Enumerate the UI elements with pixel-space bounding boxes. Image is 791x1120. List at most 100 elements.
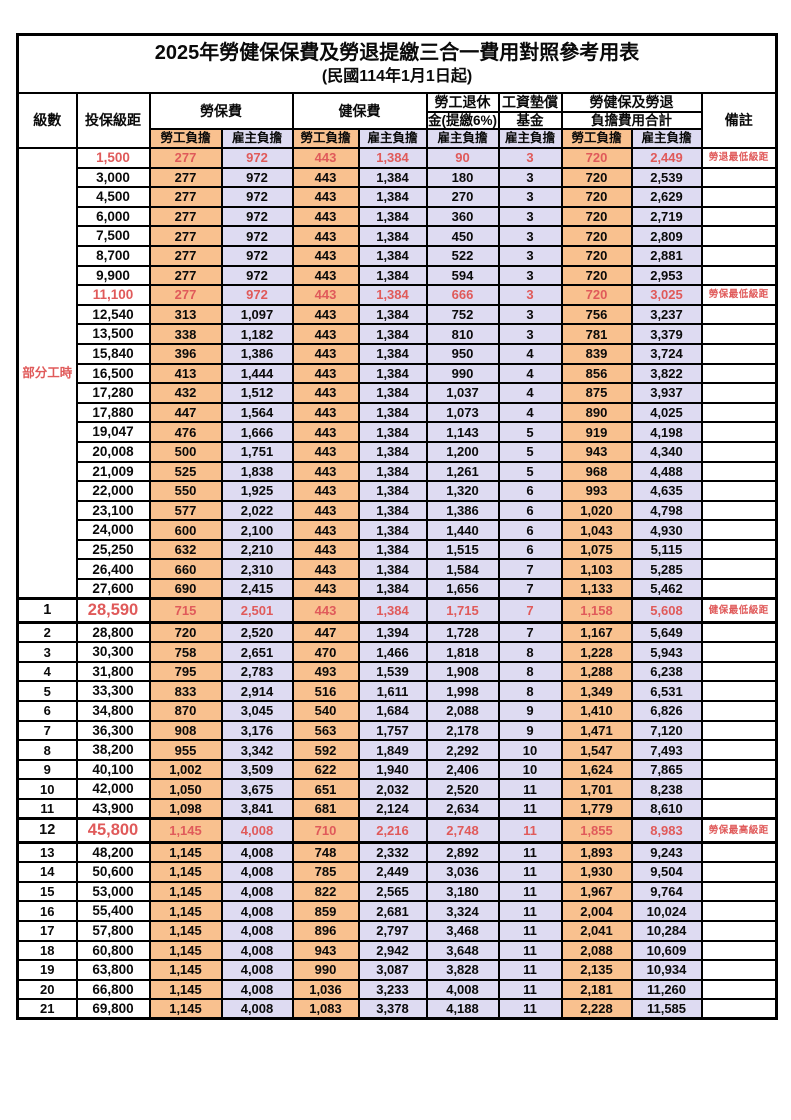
cell-total-employee: 1,167 bbox=[560, 621, 633, 644]
cell-bracket: 27,600 bbox=[75, 578, 151, 600]
cell-labor-insurance-employer: 4,008 bbox=[220, 900, 294, 922]
table-row: 6,000 277 972 443 1,384 360 3 720 2,719 bbox=[18, 205, 778, 228]
cell-wage-fund-employer: 7 bbox=[497, 597, 563, 625]
table-row: 23,100 577 2,022 443 1,384 1,386 6 1,020 4,798 bbox=[18, 499, 778, 522]
cell-level: 3 bbox=[16, 641, 78, 663]
cell-total-employer: 3,724 bbox=[630, 342, 703, 365]
cell-health-insurance-employer: 1,384 bbox=[357, 284, 428, 306]
table-row: 11,100 277 972 443 1,384 666 3 720 3,025 勞保最低級距 bbox=[18, 284, 778, 306]
cell-pension-employer: 1,386 bbox=[425, 499, 500, 522]
cell-health-insurance-employer: 1,684 bbox=[357, 700, 428, 722]
cell-level: 17 bbox=[16, 919, 78, 942]
cell-labor-insurance-employee: 1,145 bbox=[148, 998, 223, 1020]
cell-remarks bbox=[700, 382, 778, 404]
cell-wage-fund-employer: 6 bbox=[497, 499, 563, 522]
cell-remarks bbox=[700, 998, 778, 1020]
table-body: 部分工時 1,500 277 972 443 1,384 90 3 720 2,449 勞退最低級距… bbox=[16, 147, 778, 1020]
cell-remarks bbox=[700, 460, 778, 483]
cell-remarks bbox=[700, 558, 778, 581]
cell-labor-insurance-employee: 870 bbox=[148, 700, 223, 722]
cell-wage-fund-employer: 3 bbox=[497, 264, 563, 287]
cell-total-employer: 11,260 bbox=[630, 978, 703, 1001]
table-row: 16,500 413 1,444 443 1,384 990 4 856 3,822 bbox=[18, 362, 778, 385]
cell-pension-employer: 3,324 bbox=[425, 900, 500, 922]
table-row: 部分工時 1,500 277 972 443 1,384 90 3 720 2,449 勞退最低級距 bbox=[16, 147, 778, 600]
cell-pension-employer: 1,728 bbox=[425, 621, 500, 644]
cell-labor-insurance-employer: 2,310 bbox=[220, 558, 294, 581]
cell-total-employee: 968 bbox=[560, 460, 633, 483]
cell-pension-employer: 1,715 bbox=[425, 597, 500, 625]
cell-total-employer: 5,115 bbox=[630, 538, 703, 561]
cell-labor-insurance-employee: 1,098 bbox=[148, 798, 223, 820]
cell-level: 11 bbox=[16, 798, 78, 820]
cell-pension-employer: 180 bbox=[425, 166, 500, 189]
cell-labor-insurance-employer: 3,841 bbox=[220, 798, 294, 820]
cell-health-insurance-employee: 443 bbox=[291, 401, 360, 424]
cell-pension-employer: 450 bbox=[425, 225, 500, 247]
cell-health-insurance-employer: 1,849 bbox=[357, 739, 428, 761]
cell-total-employer: 2,629 bbox=[630, 186, 703, 208]
table-row: 14 50,600 1,145 4,008 785 2,449 3,036 11 1,930 9,… bbox=[16, 861, 778, 883]
cell-bracket: 22,000 bbox=[75, 480, 151, 502]
cell-bracket: 45,800 bbox=[75, 817, 151, 845]
cell-health-insurance-employee: 493 bbox=[291, 660, 360, 683]
cell-wage-fund-employer: 7 bbox=[497, 558, 563, 581]
cell-total-employer: 11,585 bbox=[630, 998, 703, 1020]
cell-labor-insurance-employer: 1,838 bbox=[220, 460, 294, 483]
cell-level: 20 bbox=[16, 978, 78, 1001]
cell-bracket: 50,600 bbox=[75, 861, 151, 883]
cell-health-insurance-employee: 443 bbox=[291, 205, 360, 228]
cell-labor-insurance-employer: 972 bbox=[220, 264, 294, 287]
cell-total-employee: 890 bbox=[560, 401, 633, 424]
cell-remarks bbox=[700, 166, 778, 189]
cell-remarks bbox=[700, 401, 778, 424]
cell-health-insurance-employer: 1,611 bbox=[357, 680, 428, 703]
cell-pension-employer: 4,188 bbox=[425, 998, 500, 1020]
cell-total-employer: 8,610 bbox=[630, 798, 703, 820]
cell-total-employer: 4,340 bbox=[630, 440, 703, 463]
cell-health-insurance-employer: 1,384 bbox=[357, 519, 428, 541]
cell-labor-insurance-employee: 795 bbox=[148, 660, 223, 683]
cell-total-employer: 6,826 bbox=[630, 700, 703, 722]
cell-level: 13 bbox=[16, 841, 78, 864]
cell-health-insurance-employer: 1,384 bbox=[357, 460, 428, 483]
cell-total-employee: 720 bbox=[560, 186, 633, 208]
cell-level: 6 bbox=[16, 700, 78, 722]
table-row: 18 60,800 1,145 4,008 943 2,942 3,648 11 2,088 10… bbox=[16, 939, 778, 962]
cell-remarks bbox=[700, 739, 778, 761]
cell-remarks bbox=[700, 519, 778, 541]
cell-health-insurance-employee: 443 bbox=[291, 382, 360, 404]
cell-total-employer: 8,238 bbox=[630, 778, 703, 800]
cell-health-insurance-employee: 443 bbox=[291, 538, 360, 561]
cell-remarks bbox=[700, 244, 778, 267]
cell-bracket: 57,800 bbox=[75, 919, 151, 942]
cell-labor-insurance-employee: 632 bbox=[148, 538, 223, 561]
cell-total-employee: 720 bbox=[560, 225, 633, 247]
cell-wage-fund-employer: 11 bbox=[497, 798, 563, 820]
cell-labor-insurance-employer: 1,182 bbox=[220, 323, 294, 345]
cell-pension-employer: 2,520 bbox=[425, 778, 500, 800]
cell-labor-insurance-employer: 2,501 bbox=[220, 597, 294, 625]
cell-total-employee: 1,471 bbox=[560, 719, 633, 742]
cell-wage-fund-employer: 4 bbox=[497, 362, 563, 385]
cell-bracket: 21,009 bbox=[75, 460, 151, 483]
cell-labor-insurance-employer: 2,914 bbox=[220, 680, 294, 703]
cell-pension-employer: 3,468 bbox=[425, 919, 500, 942]
cell-pension-employer: 1,143 bbox=[425, 421, 500, 443]
cell-bracket: 12,540 bbox=[75, 303, 151, 326]
cell-remarks bbox=[700, 421, 778, 443]
cell-total-employer: 3,822 bbox=[630, 362, 703, 385]
cell-bracket: 33,300 bbox=[75, 680, 151, 703]
cell-wage-fund-employer: 5 bbox=[497, 460, 563, 483]
cell-total-employer: 2,809 bbox=[630, 225, 703, 247]
cell-total-employee: 2,041 bbox=[560, 919, 633, 942]
col-header-pension-line1: 勞工退休 bbox=[425, 92, 500, 113]
cell-wage-fund-employer: 9 bbox=[497, 719, 563, 742]
table-row: 13 48,200 1,145 4,008 748 2,332 2,892 11 1,893 9,… bbox=[16, 841, 778, 864]
cell-health-insurance-employer: 2,332 bbox=[357, 841, 428, 864]
cell-wage-fund-employer: 3 bbox=[497, 284, 563, 306]
cell-health-insurance-employee: 443 bbox=[291, 362, 360, 385]
cell-health-insurance-employer: 1,384 bbox=[357, 382, 428, 404]
cell-wage-fund-employer: 3 bbox=[497, 186, 563, 208]
cell-pension-employer: 2,634 bbox=[425, 798, 500, 820]
